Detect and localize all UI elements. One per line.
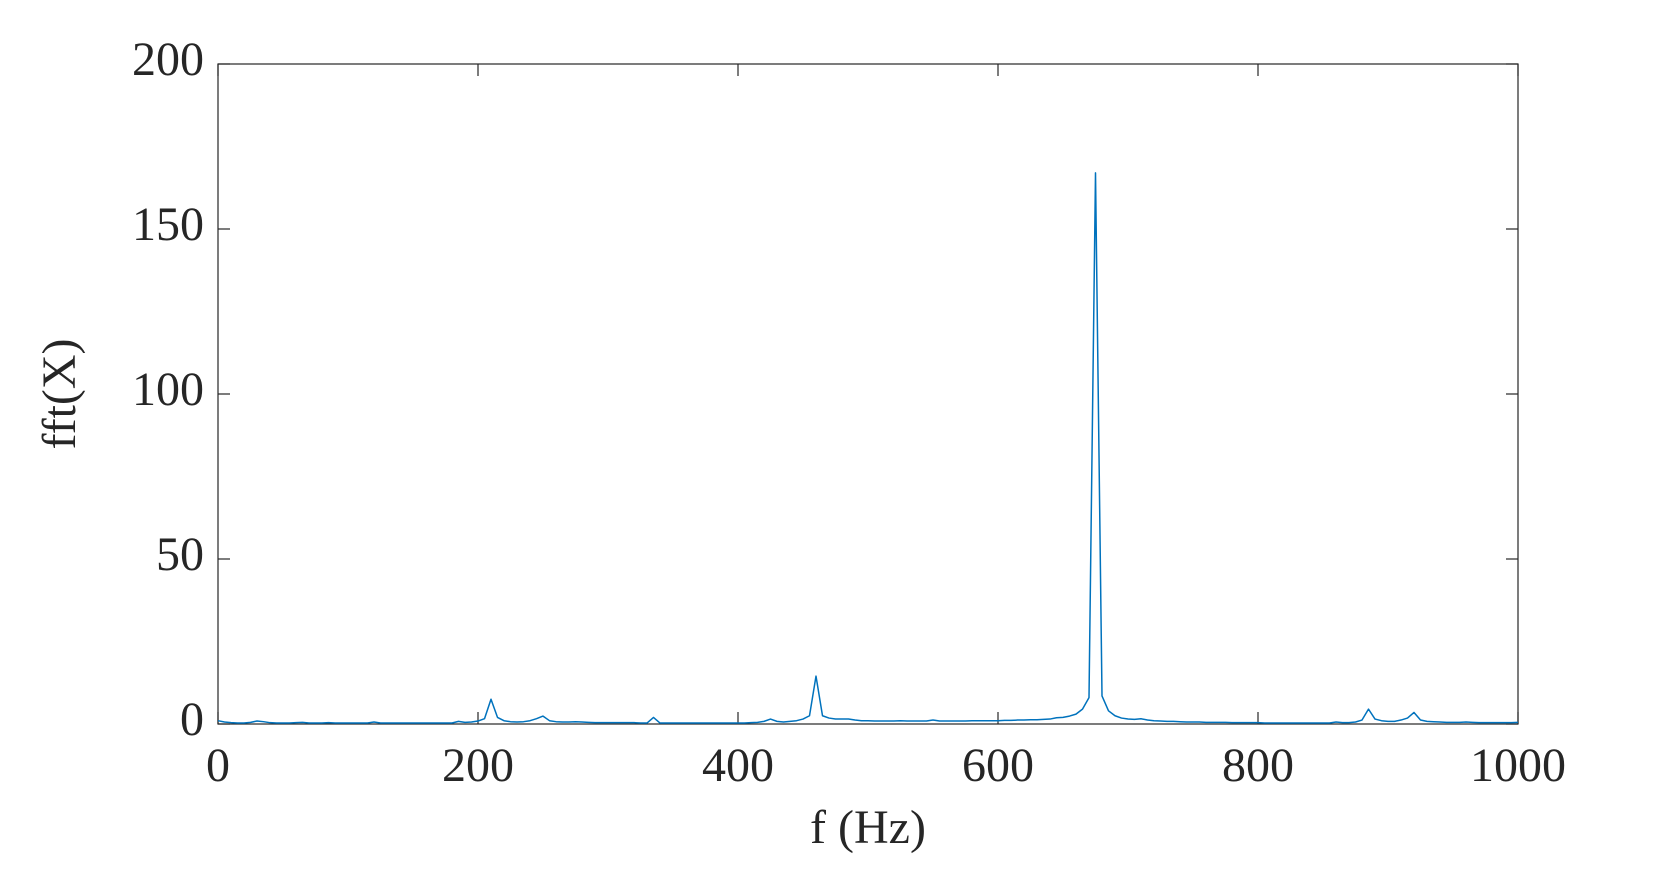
spectrum-line — [217, 172, 1519, 724]
x-tick-label: 800 — [1222, 739, 1294, 792]
y-tick-label: 100 — [132, 363, 204, 416]
x-axis-label: f (Hz) — [810, 801, 926, 854]
y-tick-label: 200 — [132, 33, 204, 86]
y-tick-label: 0 — [180, 693, 204, 746]
y-tick-label: 50 — [156, 528, 204, 581]
x-tick-label: 600 — [962, 739, 1034, 792]
plot-frame — [217, 63, 1519, 725]
x-tick-label: 200 — [442, 739, 514, 792]
x-tick-label: 400 — [702, 739, 774, 792]
x-tick-label: 0 — [206, 739, 230, 792]
y-tick-label: 150 — [132, 198, 204, 251]
x-tick-label: 1000 — [1470, 739, 1566, 792]
y-axis-label: fft(X) — [33, 338, 86, 449]
